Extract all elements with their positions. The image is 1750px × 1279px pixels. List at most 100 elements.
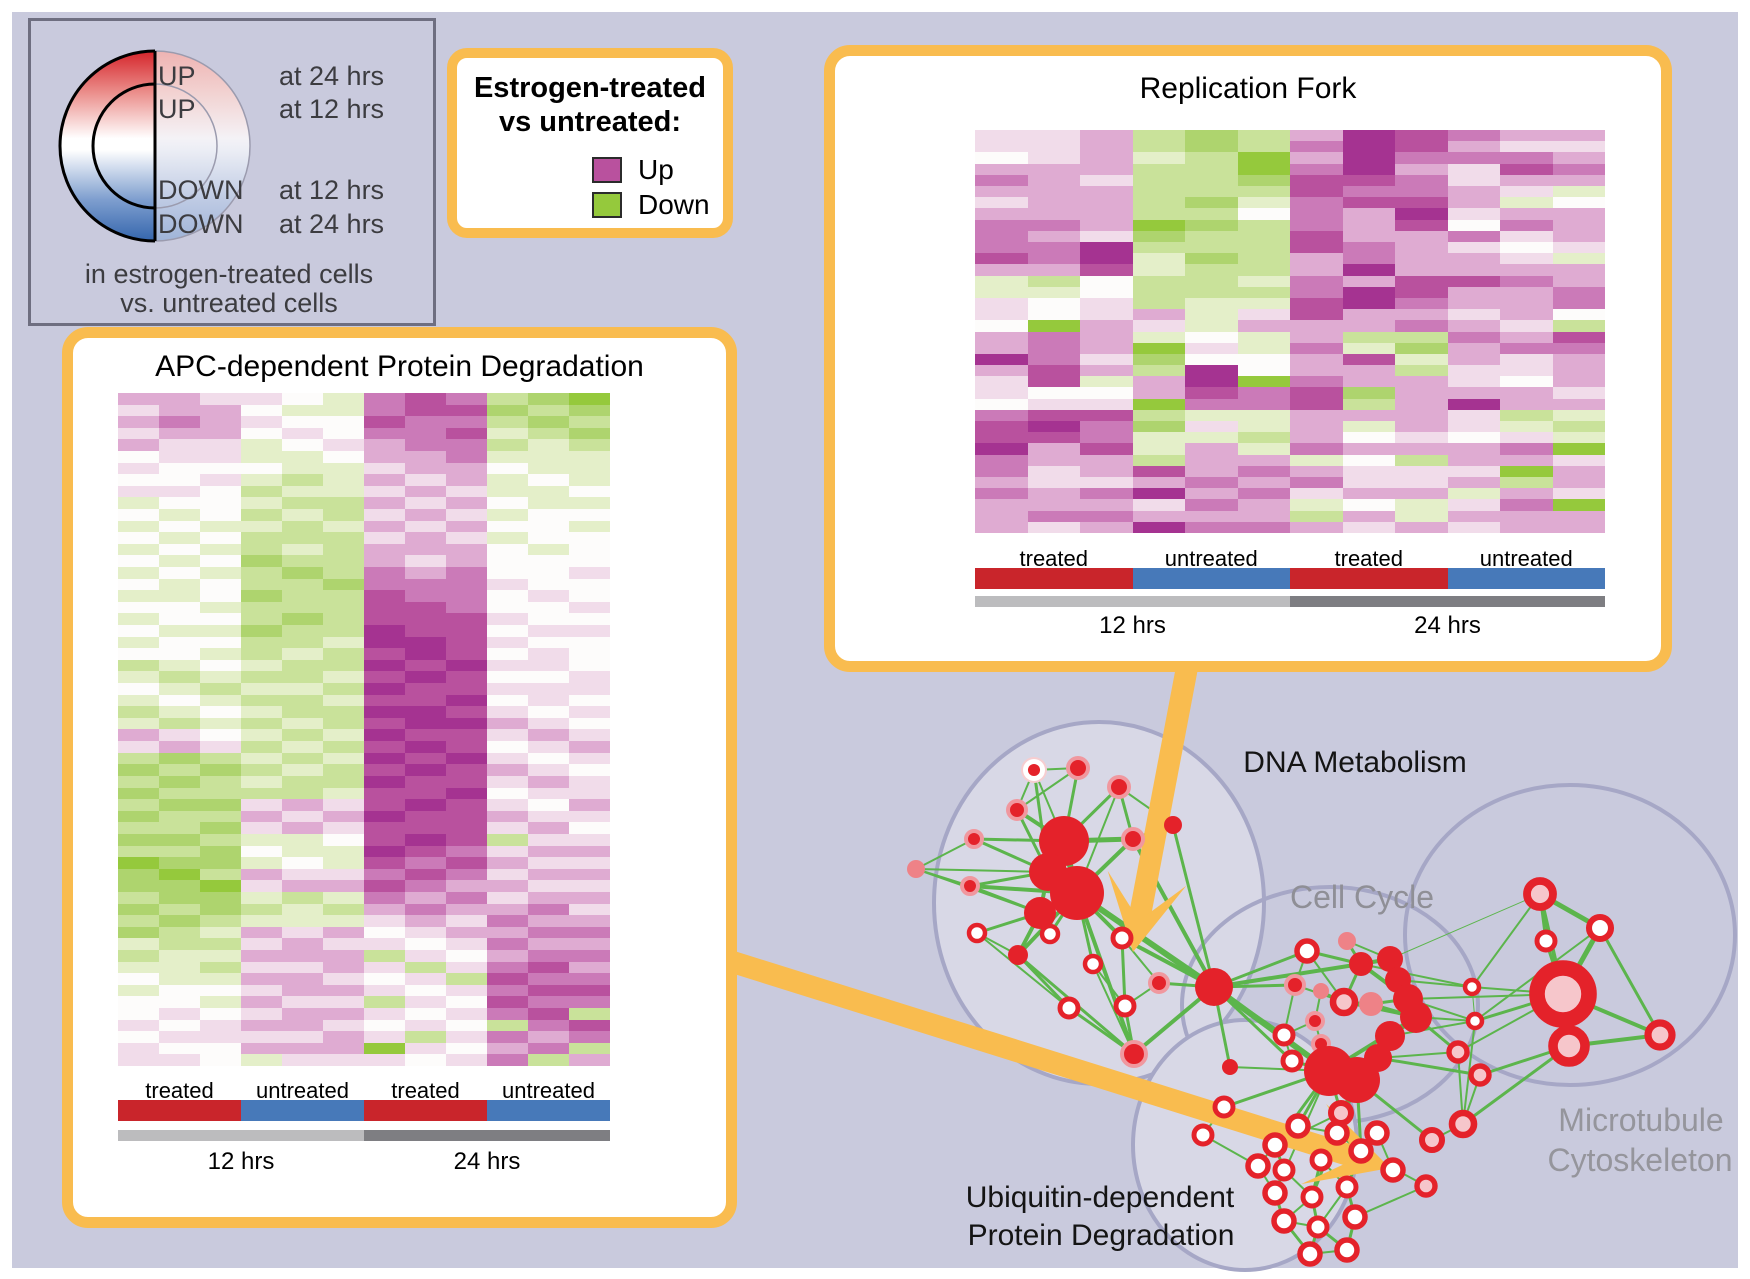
- heatmap-cell: [1290, 398, 1343, 410]
- heatmap-cell: [569, 845, 610, 858]
- heatmap-cell: [241, 439, 282, 452]
- heatmap-cell: [1290, 353, 1343, 366]
- heatmap-cell: [1132, 174, 1185, 186]
- heatmap-cell: [1395, 376, 1448, 388]
- heatmap-cell: [323, 915, 364, 927]
- heatmap-cell: [1132, 219, 1185, 231]
- network-node: [1262, 1132, 1288, 1158]
- heatmap-cell: [1185, 320, 1238, 332]
- heatmap-cell: [975, 197, 1028, 209]
- group-label-treated: treated: [1334, 546, 1404, 571]
- heatmap-cell: [200, 891, 241, 904]
- heatmap-cell: [569, 462, 610, 475]
- heatmap-cell: [1027, 331, 1080, 343]
- heatmap-cell: [1395, 365, 1448, 377]
- heatmap-cell: [323, 741, 364, 753]
- heatmap-cell: [118, 671, 159, 684]
- heatmap-cell: [1132, 275, 1185, 287]
- heatmap-cell: [405, 532, 446, 544]
- network-node: [1306, 1215, 1330, 1239]
- heatmap-cell: [405, 497, 446, 510]
- heatmap-cell: [1080, 286, 1133, 298]
- heatmap-cell: [405, 926, 446, 939]
- heatmap-cell: [118, 694, 159, 707]
- heatmap-cell: [241, 741, 282, 753]
- heatmap-cell: [1027, 488, 1080, 500]
- heatmap-cell: [446, 857, 487, 869]
- heatmap-cell: [1080, 208, 1133, 220]
- heatmap-cell: [1500, 219, 1553, 231]
- heatmap-cell: [323, 764, 364, 776]
- heatmap-cell: [1185, 376, 1238, 388]
- heatmap-cell: [1447, 320, 1500, 332]
- heatmap-cell: [487, 659, 528, 672]
- heatmap-cell: [405, 775, 446, 788]
- heatmap-cell: [200, 416, 241, 428]
- heatmap-cell: [200, 915, 241, 927]
- heatmap-cell: [446, 1042, 487, 1055]
- heatmap-cell: [200, 880, 241, 892]
- network-node: [1585, 913, 1615, 943]
- heatmap-cell: [364, 601, 405, 614]
- heatmap-cell: [241, 845, 282, 858]
- heatmap-cell: [323, 903, 364, 916]
- heatmap-cell: [241, 590, 282, 602]
- heatmap-cell: [323, 648, 364, 660]
- heatmap-cell: [1080, 488, 1133, 500]
- heatmap-cell: [1342, 309, 1395, 321]
- heatmap-cell: [1447, 253, 1500, 265]
- heatmap-cell: [364, 485, 405, 498]
- heatmap-cell: [200, 485, 241, 498]
- heatmap-cell: [241, 810, 282, 823]
- heatmap-cell: [1500, 398, 1553, 410]
- heatmap-cell: [1552, 510, 1605, 522]
- heatmap-cell: [1290, 320, 1343, 332]
- heatmap-cell: [282, 416, 323, 428]
- heatmap-cell: [200, 671, 241, 684]
- heatmap-cell: [1447, 309, 1500, 321]
- heatmap-cell: [569, 393, 610, 405]
- heatmap-cell: [487, 926, 528, 939]
- heatmap-cell: [1395, 219, 1448, 231]
- heatmap-cell: [569, 532, 610, 544]
- heatmap-cell: [364, 1007, 405, 1020]
- heatmap-cell: [1290, 230, 1343, 242]
- heatmap-cell: [1027, 297, 1080, 310]
- heatmap-cell: [1237, 320, 1290, 332]
- heatmap-cell: [364, 474, 405, 486]
- heatmap-cell: [1342, 141, 1395, 153]
- heatmap-cell: [405, 474, 446, 486]
- heatmap-cell: [159, 787, 200, 800]
- heatmap-cell: [446, 764, 487, 776]
- heatmap-cell: [1132, 465, 1185, 478]
- heatmap-cell: [1395, 454, 1448, 466]
- heatmap-cell: [118, 752, 159, 765]
- heatmap-cell: [569, 1054, 610, 1066]
- heatmap-cell: [1290, 432, 1343, 444]
- heatmap-cell: [1500, 286, 1553, 298]
- heatmap-cell: [159, 810, 200, 823]
- heatmap-cell: [241, 543, 282, 556]
- heatmap-cell: [1552, 432, 1605, 444]
- heatmap-cell: [1080, 309, 1133, 321]
- heatmap-cell: [241, 926, 282, 939]
- heatmap-cell: [446, 590, 487, 602]
- heatmap-cell: [1500, 342, 1553, 354]
- heatmap-cell: [159, 961, 200, 974]
- heatmap-cell: [323, 926, 364, 939]
- heatmap-cell: [1290, 477, 1343, 489]
- network-node: [1364, 1120, 1390, 1146]
- heatmap-cell: [528, 706, 569, 718]
- network-node: [1024, 897, 1056, 929]
- heatmap-cell: [569, 903, 610, 916]
- heatmap-cell: [1447, 286, 1500, 298]
- heatmap-cell: [528, 497, 569, 510]
- heatmap-cell: [446, 648, 487, 660]
- heatmap-cell: [446, 903, 487, 916]
- heatmap-cell: [282, 1042, 323, 1055]
- heatmap-cell: [569, 833, 610, 846]
- heatmap-cell: [487, 532, 528, 544]
- heatmap-cell: [405, 949, 446, 962]
- heatmap-cell: [487, 706, 528, 718]
- heatmap-cell: [1342, 477, 1395, 489]
